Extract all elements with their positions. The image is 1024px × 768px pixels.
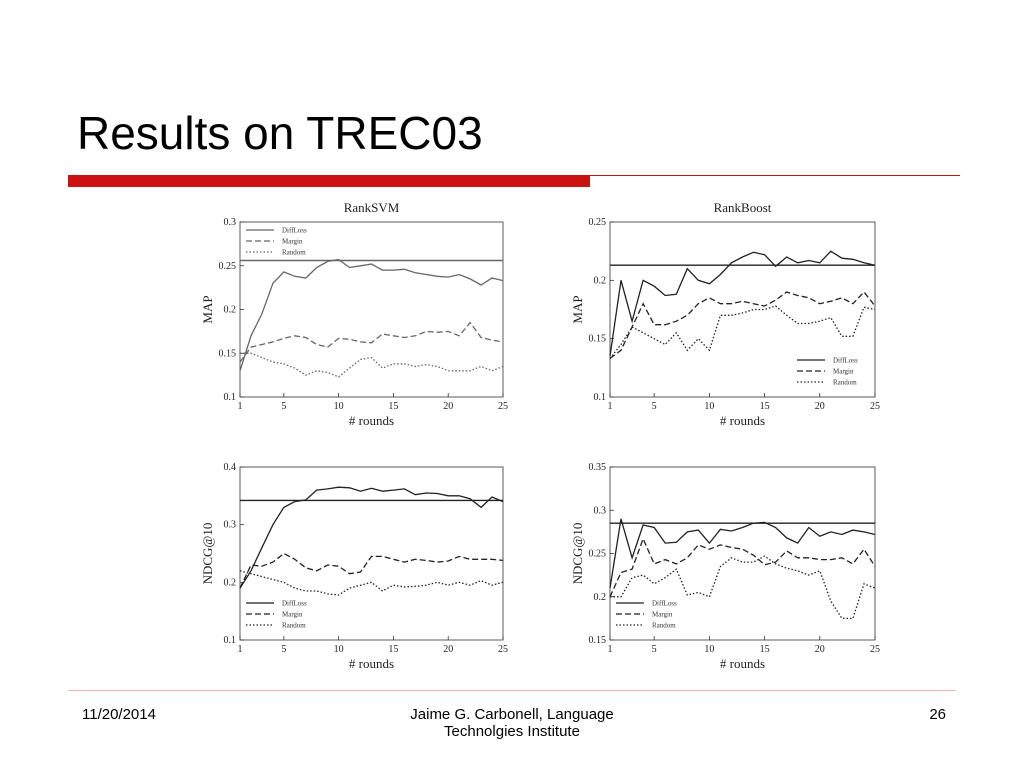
y-tick-label: 0.3 <box>224 217 237 228</box>
x-tick-label: 5 <box>281 401 286 412</box>
x-tick-label: 20 <box>443 401 453 412</box>
x-tick-label: 15 <box>760 401 770 412</box>
series-line <box>609 250 876 357</box>
footer-page: 26 <box>929 706 946 723</box>
series-line <box>240 352 504 378</box>
legend-label: DiffLoss <box>833 357 858 365</box>
slide-title: Results on TREC03 <box>77 107 483 159</box>
y-tick-label: 0.15 <box>589 635 607 646</box>
y-axis-label: MAP <box>200 295 215 323</box>
x-tick-label: 1 <box>238 644 243 655</box>
y-tick-label: 0.25 <box>589 549 607 560</box>
legend-label: Random <box>282 249 306 257</box>
x-tick-label: 25 <box>498 644 508 655</box>
legend-label: Margin <box>652 611 673 619</box>
legend-label: DiffLoss <box>282 600 307 608</box>
y-tick-label: 0.2 <box>594 592 607 603</box>
series-line <box>610 555 876 620</box>
legend-label: Margin <box>282 238 303 246</box>
series-line <box>239 552 504 589</box>
y-tick-label: 0.15 <box>589 334 607 345</box>
x-axis-label: # rounds <box>720 656 765 671</box>
y-tick-label: 0.25 <box>219 261 237 272</box>
series-line <box>239 258 504 371</box>
x-tick-label: 10 <box>334 644 344 655</box>
legend-label: Margin <box>282 611 303 619</box>
x-tick-label: 25 <box>498 401 508 412</box>
footer-date: 11/20/2014 <box>82 706 156 723</box>
y-axis-label: NDCG@10 <box>570 523 585 585</box>
y-tick-label: 0.2 <box>224 305 237 316</box>
x-tick-label: 10 <box>334 401 344 412</box>
x-tick-label: 5 <box>652 644 657 655</box>
chart-title: RankSVM <box>344 200 400 215</box>
plot-frame <box>239 466 504 641</box>
x-tick-label: 5 <box>281 644 286 655</box>
y-tick-label: 0.2 <box>224 577 237 588</box>
series-line <box>239 570 504 596</box>
title-bar <box>68 175 590 187</box>
x-tick-label: 20 <box>443 644 453 655</box>
legend-label: Margin <box>833 368 854 376</box>
chart-title: RankBoost <box>714 200 772 215</box>
y-tick-label: 0.3 <box>224 520 237 531</box>
y-tick-label: 0.35 <box>589 462 607 473</box>
y-tick-label: 0.25 <box>589 217 607 228</box>
x-tick-label: 20 <box>815 401 825 412</box>
x-tick-label: 15 <box>760 644 770 655</box>
series-line <box>239 321 504 363</box>
y-axis-label: MAP <box>570 295 585 323</box>
y-tick-label: 0.3 <box>594 505 607 516</box>
series-line <box>239 486 504 589</box>
footer-author: Jaime G. Carbonell, Language Technolgies… <box>410 706 614 740</box>
x-tick-label: 10 <box>704 401 714 412</box>
x-tick-label: 10 <box>704 644 714 655</box>
series-line <box>609 537 876 598</box>
series-line <box>609 305 876 359</box>
legend-label: Random <box>652 622 676 630</box>
legend-label: Random <box>282 622 306 630</box>
x-axis-label: # rounds <box>349 656 394 671</box>
x-tick-label: 15 <box>388 401 398 412</box>
legend-label: Random <box>833 379 857 387</box>
y-tick-label: 0.1 <box>224 392 237 403</box>
series-line <box>609 291 876 360</box>
y-tick-label: 0.4 <box>224 462 237 473</box>
x-axis-label: # rounds <box>349 413 394 428</box>
x-tick-label: 1 <box>608 401 613 412</box>
y-tick-label: 0.1 <box>594 392 607 403</box>
x-tick-label: 20 <box>815 644 825 655</box>
x-tick-label: 5 <box>652 401 657 412</box>
y-tick-label: 0.1 <box>224 635 237 646</box>
x-tick-label: 1 <box>608 644 613 655</box>
x-tick-label: 25 <box>870 644 880 655</box>
x-tick-label: 1 <box>238 401 243 412</box>
x-axis-label: # rounds <box>720 413 765 428</box>
x-tick-label: 15 <box>388 644 398 655</box>
x-tick-label: 25 <box>870 401 880 412</box>
y-tick-label: 0.2 <box>594 275 607 286</box>
series-line <box>609 518 876 589</box>
legend-label: DiffLoss <box>652 600 677 608</box>
legend-label: DiffLoss <box>282 227 307 235</box>
y-axis-label: NDCG@10 <box>200 523 215 585</box>
y-tick-label: 0.15 <box>219 348 237 359</box>
